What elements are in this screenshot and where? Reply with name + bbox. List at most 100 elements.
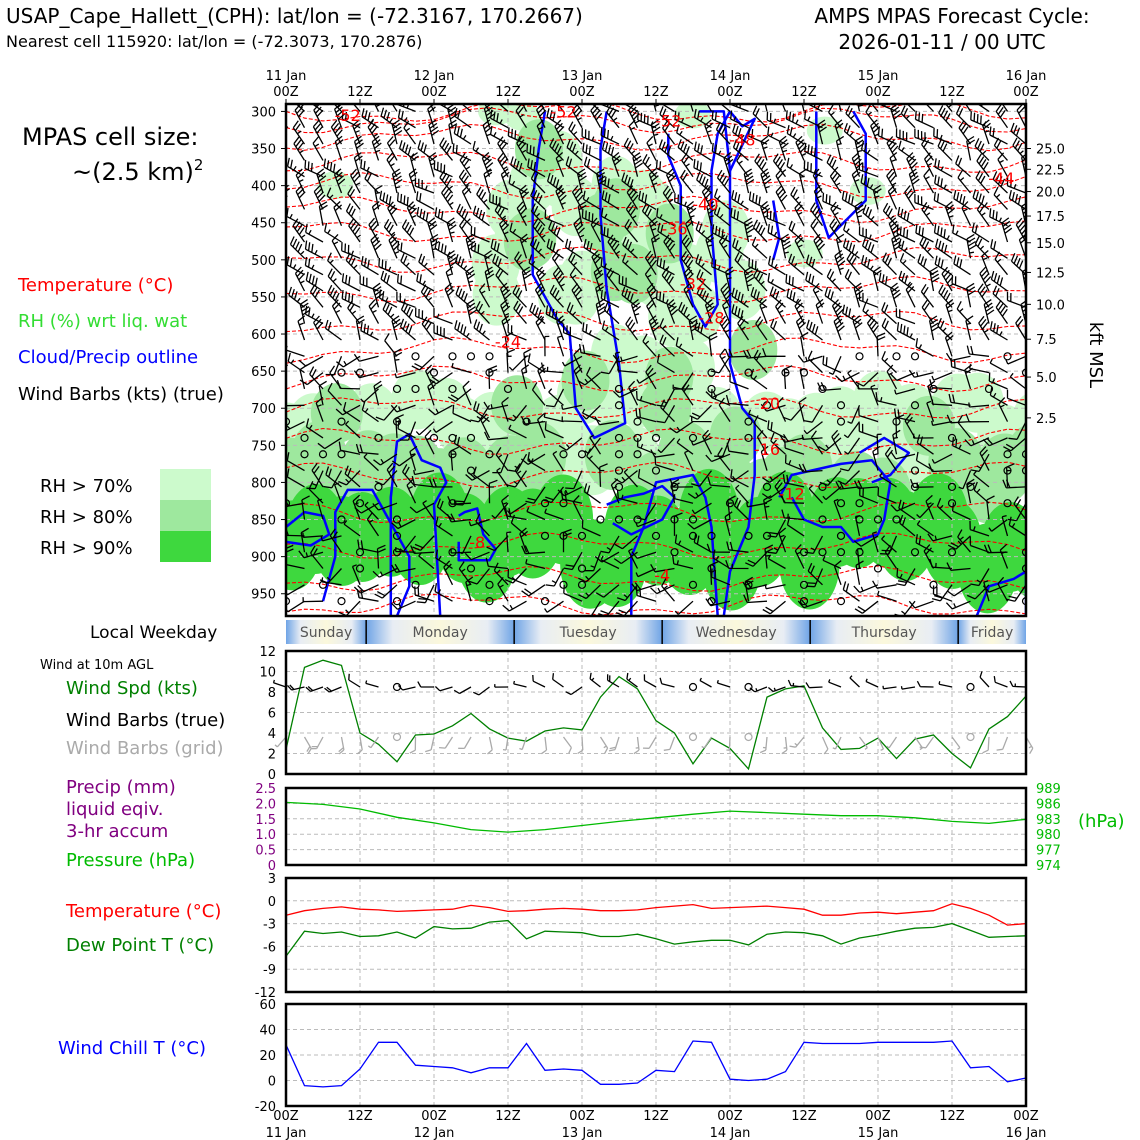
wind-barb xyxy=(655,290,675,308)
calm-circle xyxy=(633,515,642,524)
wind-barb xyxy=(313,104,324,129)
wind-barb xyxy=(706,104,713,112)
barb-true xyxy=(966,682,975,692)
wind-barb xyxy=(794,201,805,226)
legend-cloud-outline: Cloud/Precip outline xyxy=(18,347,198,368)
wind-barb xyxy=(309,366,324,390)
calm-circle xyxy=(411,384,420,394)
wind-barb xyxy=(452,143,472,161)
isotherm-line xyxy=(286,104,1026,123)
wind-barb xyxy=(798,396,807,422)
wind-barb xyxy=(333,482,343,504)
wind-barb xyxy=(711,224,731,243)
wind-barb xyxy=(486,535,509,552)
wind-barb xyxy=(1005,463,1015,487)
wind-barb xyxy=(810,202,824,227)
calm-circle xyxy=(337,515,346,524)
calm-circle xyxy=(485,580,494,589)
wind-barb xyxy=(390,404,416,413)
wind-barb xyxy=(921,136,935,161)
wind-barb xyxy=(712,549,731,570)
wind-barb xyxy=(638,190,657,210)
wind-barb xyxy=(854,135,865,161)
wind-barb xyxy=(673,494,694,504)
barb-grid xyxy=(356,736,363,755)
wind-barb xyxy=(931,371,953,381)
calm-circle xyxy=(836,548,846,557)
wind-barb xyxy=(327,252,342,276)
barb-grid xyxy=(832,736,842,750)
wind-barb xyxy=(571,104,583,129)
wind-barb xyxy=(908,168,920,194)
wind-barb xyxy=(461,184,472,210)
wind-barb xyxy=(906,152,918,177)
wind-barb xyxy=(890,451,916,460)
wind-barb xyxy=(499,282,512,308)
pressure-tick-12: 900 xyxy=(251,551,276,566)
pressure-axis: 300 350 400 450 500 550 600 650 700 750 800 850 900 9… xyxy=(251,105,286,603)
calm-circle xyxy=(614,466,624,475)
wind-barb xyxy=(795,135,807,161)
wind-barb xyxy=(970,568,990,587)
wind-barb xyxy=(834,119,844,145)
wind-barb xyxy=(843,122,860,145)
wind-barb xyxy=(287,352,305,374)
wind-barb xyxy=(718,234,731,259)
pressure-tick-11: 850 xyxy=(251,514,276,529)
wind-barb xyxy=(833,560,842,586)
wind-barb xyxy=(775,168,787,194)
legend-wind-barbs-true: Wind Barbs (true) xyxy=(66,710,225,731)
barb-true xyxy=(716,680,731,688)
wind-barb xyxy=(416,206,435,227)
wind-barb xyxy=(730,469,749,488)
calm-circle xyxy=(522,417,531,426)
wind-barb xyxy=(600,175,620,194)
wind-barb xyxy=(860,255,879,276)
barb-true xyxy=(473,686,490,696)
wind-barb xyxy=(504,507,527,521)
wind-barb xyxy=(702,429,713,455)
wind-barb xyxy=(993,186,1008,210)
isotherm-label-5: -40 xyxy=(692,195,718,214)
wind-barb xyxy=(920,283,935,308)
dewpoint-line xyxy=(285,919,1027,957)
isotherm-line xyxy=(286,150,1026,173)
kft-tick-8: 5.0 xyxy=(1036,371,1057,386)
wind-barb xyxy=(721,299,731,324)
wind-barb xyxy=(983,580,990,602)
wind-barb xyxy=(1012,137,1026,161)
pressure-tick-2: 980 xyxy=(1036,828,1061,843)
wind-barb xyxy=(881,302,897,325)
wind-barb xyxy=(446,513,472,523)
wind-barb xyxy=(624,218,639,243)
wind-barb xyxy=(621,253,638,276)
wind-barb xyxy=(544,335,550,357)
wind-barb xyxy=(420,284,435,308)
wind-barb xyxy=(601,140,620,161)
wind-barb xyxy=(889,151,898,177)
wind-barb xyxy=(691,470,713,487)
barb-true xyxy=(589,672,601,688)
wind-barb xyxy=(767,519,787,538)
kft-tick-7: 7.5 xyxy=(1036,333,1057,348)
wind-barb xyxy=(387,201,398,227)
panel-frame xyxy=(284,649,1028,776)
wind-barb xyxy=(530,170,546,194)
wind-barb xyxy=(371,200,381,226)
calm-circle xyxy=(596,515,605,524)
wind-barb xyxy=(286,371,287,373)
wind-barb xyxy=(434,583,453,602)
barb-true xyxy=(434,686,453,692)
calm-circle xyxy=(614,433,624,443)
wind-barb xyxy=(833,315,845,341)
wind-barb xyxy=(861,237,879,259)
wind-barb xyxy=(351,564,361,586)
isotherm-label-2: -52 xyxy=(655,111,681,130)
wind-barb xyxy=(687,486,712,499)
calm-circle xyxy=(411,352,420,361)
wind-barb xyxy=(560,490,583,504)
wind-barb xyxy=(982,437,1008,447)
wind-barb xyxy=(363,453,379,472)
top-hour-label-9: 12Z xyxy=(939,85,965,100)
wind-barb xyxy=(621,286,638,308)
